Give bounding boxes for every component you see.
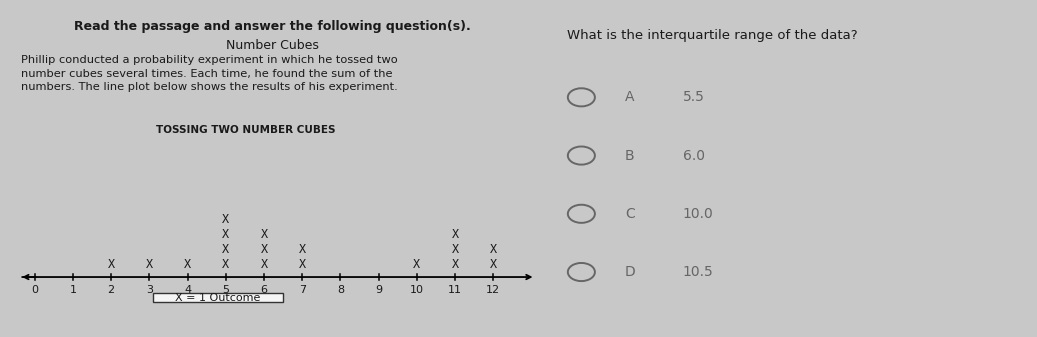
Text: X: X [108,258,115,271]
Text: X: X [260,243,268,256]
Text: 7: 7 [299,285,306,295]
Text: 2: 2 [108,285,115,295]
Text: 5.5: 5.5 [682,90,705,104]
Text: 0: 0 [31,285,38,295]
Text: 6: 6 [260,285,268,295]
Text: 10.5: 10.5 [682,265,713,279]
Text: Read the passage and answer the following question(s).: Read the passage and answer the followin… [74,20,471,33]
Text: 6.0: 6.0 [682,149,705,162]
Text: Number Cubes: Number Cubes [226,39,318,52]
Text: 8: 8 [337,285,344,295]
Text: What is the interquartile range of the data?: What is the interquartile range of the d… [567,29,858,42]
Text: X: X [260,228,268,241]
Text: 4: 4 [184,285,191,295]
Text: Phillip conducted a probability experiment in which he tossed two
number cubes s: Phillip conducted a probability experime… [21,55,398,92]
Text: 3: 3 [146,285,152,295]
Text: X: X [222,228,229,241]
Text: X: X [489,258,497,271]
Text: D: D [625,265,636,279]
Text: 1: 1 [69,285,77,295]
Text: 12: 12 [486,285,501,295]
Text: 11: 11 [448,285,463,295]
Text: B: B [625,149,635,162]
Text: C: C [625,207,635,221]
Text: X: X [451,228,458,241]
Text: X: X [299,258,306,271]
Text: X: X [299,243,306,256]
Text: X: X [222,213,229,226]
Text: X: X [451,243,458,256]
Text: X: X [222,243,229,256]
Text: Outcomes: Outcomes [190,295,247,305]
Text: 5: 5 [222,285,229,295]
Text: X = 1 Outcome: X = 1 Outcome [175,293,261,303]
Text: X: X [451,258,458,271]
Text: X: X [146,258,152,271]
Text: 9: 9 [375,285,383,295]
Text: 10: 10 [410,285,424,295]
Text: TOSSING TWO NUMBER CUBES: TOSSING TWO NUMBER CUBES [156,125,335,135]
Text: A: A [625,90,635,104]
Text: X: X [222,258,229,271]
Text: X: X [414,258,420,271]
FancyBboxPatch shape [153,293,283,302]
Text: 10.0: 10.0 [682,207,713,221]
Text: X: X [489,243,497,256]
Text: X: X [260,258,268,271]
Text: X: X [184,258,191,271]
